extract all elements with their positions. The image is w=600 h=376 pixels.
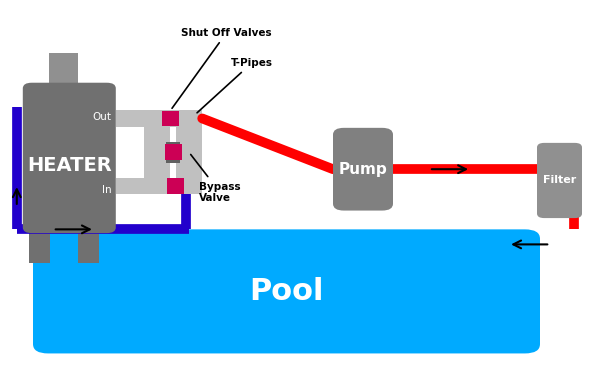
FancyBboxPatch shape [23,83,116,233]
Text: Out: Out [92,112,112,121]
FancyBboxPatch shape [33,229,540,353]
Text: Filter: Filter [543,176,576,185]
Bar [166,142,180,162]
Text: Pump: Pump [338,162,388,177]
Text: Shut Off Valves: Shut Off Valves [172,28,272,108]
Text: HEATER: HEATER [27,156,112,175]
Text: In: In [102,185,112,195]
Bar [164,144,182,160]
FancyBboxPatch shape [333,128,393,211]
Bar [176,110,202,194]
Bar [116,110,202,127]
Bar [162,111,179,126]
Text: Pool: Pool [249,277,324,306]
Bar [29,233,50,263]
Bar [167,178,184,194]
Bar [144,110,170,194]
Bar [78,233,99,263]
Text: Bypass
Valve: Bypass Valve [191,155,241,203]
Text: T-Pipes: T-Pipes [197,58,273,113]
Bar [49,53,78,90]
Bar [116,178,202,194]
FancyBboxPatch shape [537,143,582,218]
